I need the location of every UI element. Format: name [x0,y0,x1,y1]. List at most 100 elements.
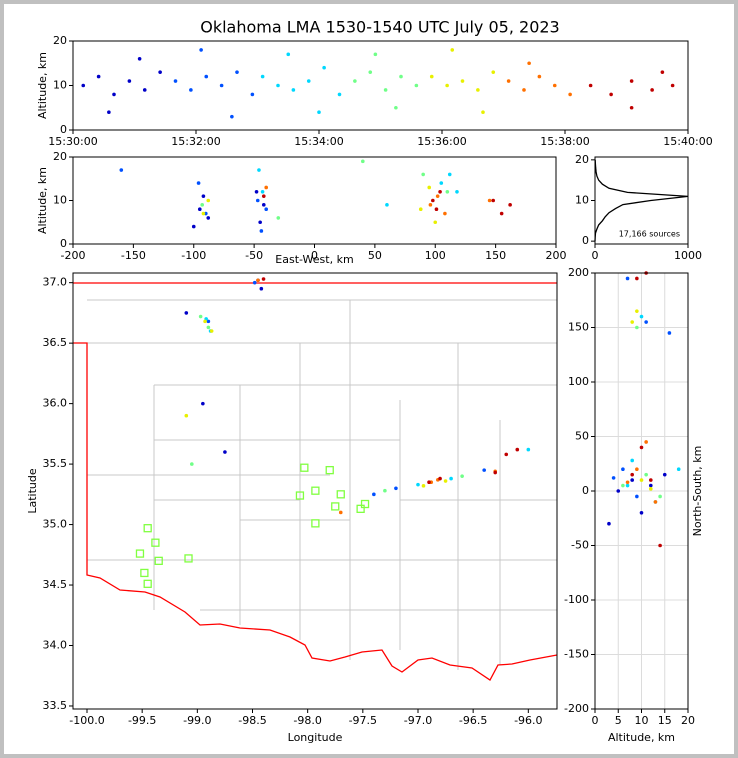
source-point [322,65,326,70]
source-point [625,480,630,485]
y-tick-label: 50 [575,430,589,443]
source-point [306,79,311,83]
y-tick-label: 10 [575,194,589,207]
source-point [635,325,639,330]
station [336,490,345,499]
station [143,524,152,533]
source-point [235,70,239,74]
source-point [372,492,376,497]
source-point [203,319,207,324]
y-tick-label: 20 [575,153,589,166]
source-point [630,320,634,324]
source-point [450,48,455,52]
x-tick-label: 15:32:00 [171,135,220,148]
source-point [250,92,255,97]
x-tick-label: -50 [245,249,263,262]
source-point [588,83,593,88]
source-point [184,413,189,418]
source-point [197,207,202,211]
source-point [552,83,557,88]
source-point [625,483,630,488]
source-point [421,172,425,177]
source-point [434,207,439,211]
source-point [630,478,634,482]
source-point [630,458,634,463]
source-point [189,88,193,92]
source-point [209,329,214,333]
x-tick-label: 15:34:00 [294,135,343,148]
source-point [223,450,227,454]
source-point [199,48,203,52]
x-tick-label: 20 [681,714,695,727]
source-point [206,325,211,330]
source-point [112,92,116,97]
x-tick-label: 15 [658,714,672,727]
y-tick-label: 10 [53,194,67,207]
x-tick-label: -200 [61,249,86,262]
station [325,465,334,475]
y-tick-label: -200 [564,702,589,715]
y-tick-label: 36.5 [43,336,68,349]
x-tick-label: -97.0 [404,714,432,727]
source-point [259,286,264,291]
source-point [394,105,398,110]
source-point [201,194,206,198]
station [154,556,163,565]
source-point [254,190,259,194]
source-point [625,276,630,281]
source-point [429,74,434,79]
source-point [383,88,388,92]
plot-frame [72,40,689,131]
source-point [460,474,464,478]
source-point [522,88,526,92]
source-point [173,79,178,83]
source-point [639,478,644,482]
y-axis-label: North-South, km [691,446,704,537]
source-point [445,83,449,88]
source-point [607,521,611,526]
source-point [107,110,111,114]
y-tick-label: 100 [568,375,589,388]
y-tick-label: 35.5 [43,457,68,470]
source-point [200,203,205,207]
source-point [433,220,438,225]
x-tick-label: -96.5 [459,714,487,727]
source-point [639,445,644,450]
source-point [196,181,201,185]
source-point [383,488,387,493]
source-point [264,185,269,190]
station [135,549,145,558]
source-point [435,194,440,198]
x-axis-label: Longitude [288,731,343,744]
source-point [96,74,101,79]
y-tick-label: 33.5 [43,699,68,712]
x-tick-label: 15:38:00 [540,135,589,148]
source-point [616,489,621,493]
x-tick-label: 150 [485,249,506,262]
source-point [649,483,653,488]
station [356,504,365,513]
source-point [260,190,265,194]
source-point [261,277,266,281]
source-point [142,88,147,92]
source-point [438,190,442,194]
source-point [291,88,296,92]
source-point [635,309,639,313]
state-border [73,282,558,681]
y-tick-label: 20 [53,150,67,163]
source-point [460,79,465,83]
figure-title: Oklahoma LMA 1530-1540 UTC July 05, 2023 [200,18,559,37]
source-point [264,207,269,211]
source-point [259,229,264,233]
x-tick-label: 15:30:00 [48,135,97,148]
plot-frame [72,156,557,245]
source-point [506,79,511,83]
source-point [629,79,634,83]
source-point [428,203,433,207]
source-point [443,479,448,483]
source-point [493,470,498,475]
x-tick-label: -96.0 [514,714,542,727]
y-tick-label: -50 [571,539,589,552]
source-point [527,61,531,66]
